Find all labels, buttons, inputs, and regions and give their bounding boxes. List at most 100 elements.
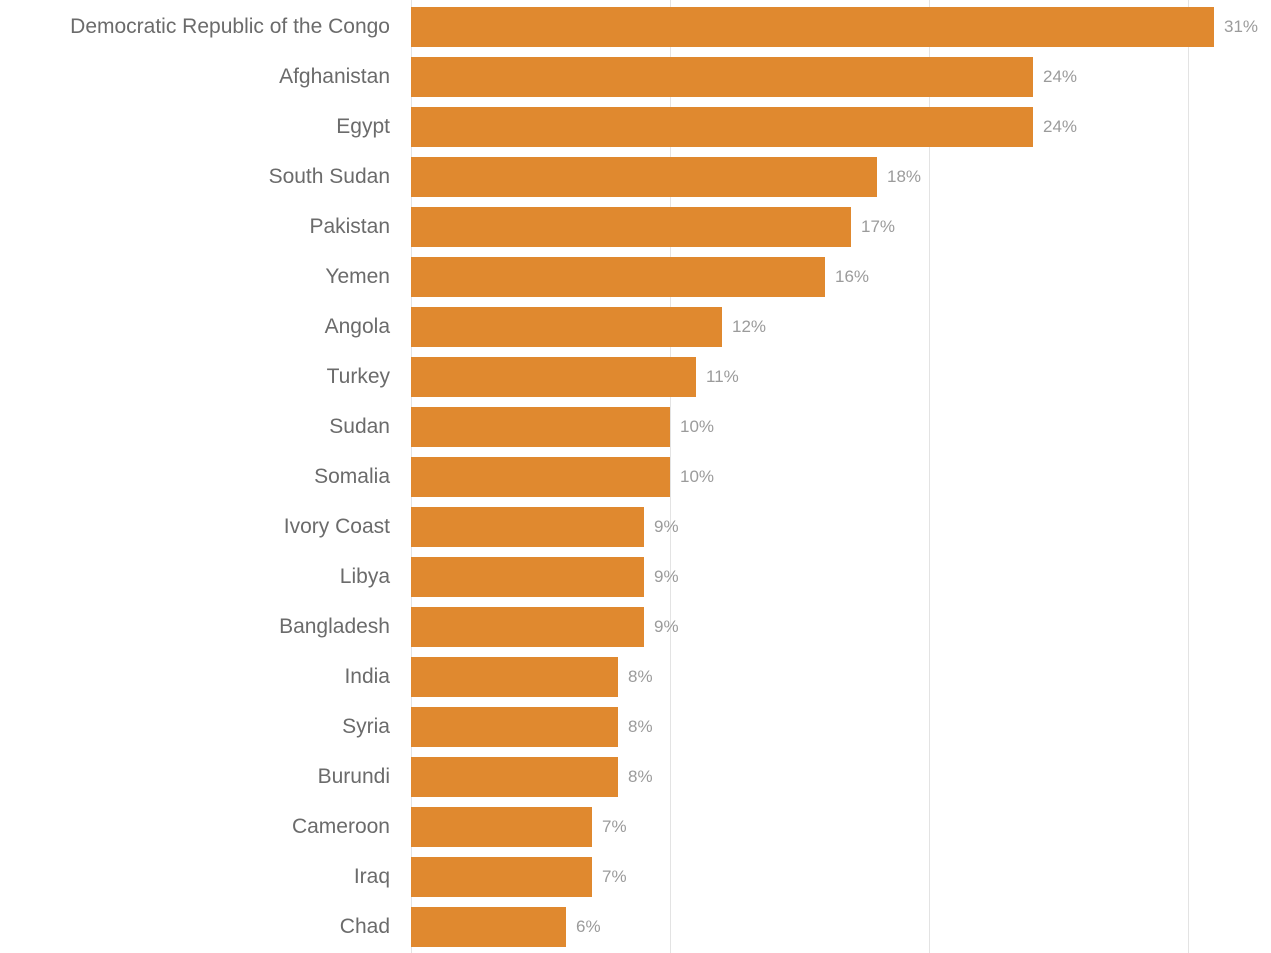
bar-row: Afghanistan 24% (0, 52, 1271, 102)
bar-area: 8% (411, 702, 1271, 752)
bar-area: 8% (411, 652, 1271, 702)
gridline-30pct (1188, 0, 1189, 953)
bar-row: Ivory Coast 9% (0, 502, 1271, 552)
bar (411, 257, 825, 297)
value-label: 11% (706, 367, 739, 386)
bar (411, 407, 670, 447)
bar-area: 10% (411, 452, 1271, 502)
value-label: 24% (1043, 117, 1078, 136)
value-label: 10% (680, 467, 715, 486)
bar (411, 7, 1214, 47)
value-label: 8% (628, 767, 653, 786)
country-label: Syria (342, 715, 390, 738)
bar-row: India 8% (0, 652, 1271, 702)
bar-row: Sudan 10% (0, 402, 1271, 452)
bar-row: Chad 6% (0, 902, 1271, 952)
bar (411, 57, 1033, 97)
bar-row: Egypt 24% (0, 102, 1271, 152)
bar-area: 16% (411, 252, 1271, 302)
country-label: Chad (339, 915, 390, 938)
value-label: 9% (654, 517, 679, 536)
value-label: 12% (732, 317, 767, 336)
country-label: Pakistan (309, 215, 390, 238)
value-label: 18% (887, 167, 922, 186)
bar-area: 18% (411, 152, 1271, 202)
bar (411, 107, 1033, 147)
value-label: 16% (835, 267, 870, 286)
bar-row: Bangladesh 9% (0, 602, 1271, 652)
gridline-10pct (670, 0, 671, 953)
bar (411, 557, 644, 597)
bar-area: 9% (411, 552, 1271, 602)
bar-area: 9% (411, 502, 1271, 552)
bar-area: 11% (411, 352, 1271, 402)
bar-row: Syria 8% (0, 702, 1271, 752)
value-label: 6% (576, 917, 601, 936)
value-label: 9% (654, 567, 679, 586)
bar-row: Yemen 16% (0, 252, 1271, 302)
value-label: 10% (680, 417, 715, 436)
value-label: 8% (628, 717, 653, 736)
bar-row: Libya 9% (0, 552, 1271, 602)
bar-row: Democratic Republic of the Congo 31% (0, 2, 1271, 52)
bar-area: 6% (411, 902, 1271, 952)
country-label: Angola (324, 315, 390, 338)
bar-row: Turkey 11% (0, 352, 1271, 402)
country-label: Somalia (314, 465, 390, 488)
country-label: Bangladesh (279, 615, 390, 638)
bar (411, 607, 644, 647)
country-label: Burundi (317, 765, 390, 788)
bar (411, 307, 722, 347)
bar-row: Somalia 10% (0, 452, 1271, 502)
country-label: Libya (339, 565, 390, 588)
bar-area: 24% (411, 102, 1271, 152)
value-label: 8% (628, 667, 653, 686)
bar-row: Burundi 8% (0, 752, 1271, 802)
bar-area: 10% (411, 402, 1271, 452)
bar-area: 31% (411, 2, 1271, 52)
bar (411, 707, 618, 747)
value-label: 7% (602, 867, 627, 886)
bar (411, 157, 877, 197)
bar-area: 9% (411, 602, 1271, 652)
bar-row: Cameroon 7% (0, 802, 1271, 852)
country-label: Egypt (336, 115, 390, 138)
bar-area: 12% (411, 302, 1271, 352)
bar-area: 8% (411, 752, 1271, 802)
bar-area: 7% (411, 852, 1271, 902)
bar (411, 757, 618, 797)
bar-row: Angola 12% (0, 302, 1271, 352)
gridline-20pct (929, 0, 930, 953)
bar-area: 24% (411, 52, 1271, 102)
country-label: Turkey (326, 365, 390, 388)
bar (411, 507, 644, 547)
value-label: 9% (654, 617, 679, 636)
bar (411, 907, 566, 947)
value-label: 31% (1224, 17, 1259, 36)
value-label: 17% (861, 217, 896, 236)
bar (411, 807, 592, 847)
country-label: Sudan (329, 415, 390, 438)
bar-area: 7% (411, 802, 1271, 852)
country-label: Iraq (353, 865, 390, 888)
country-label: India (344, 665, 390, 688)
country-label: Democratic Republic of the Congo (70, 15, 390, 38)
bar (411, 857, 592, 897)
value-label: 7% (602, 817, 627, 836)
bar-row: Pakistan 17% (0, 202, 1271, 252)
country-label: Yemen (325, 265, 390, 288)
bar (411, 207, 851, 247)
bar (411, 457, 670, 497)
country-label: South Sudan (268, 165, 390, 188)
bar-row: Iraq 7% (0, 852, 1271, 902)
country-label: Ivory Coast (283, 515, 390, 538)
bar (411, 357, 696, 397)
value-label: 24% (1043, 67, 1078, 86)
bar-row: South Sudan 18% (0, 152, 1271, 202)
country-label: Afghanistan (279, 65, 390, 88)
bar-area: 17% (411, 202, 1271, 252)
bar (411, 657, 618, 697)
country-label: Cameroon (291, 815, 390, 838)
